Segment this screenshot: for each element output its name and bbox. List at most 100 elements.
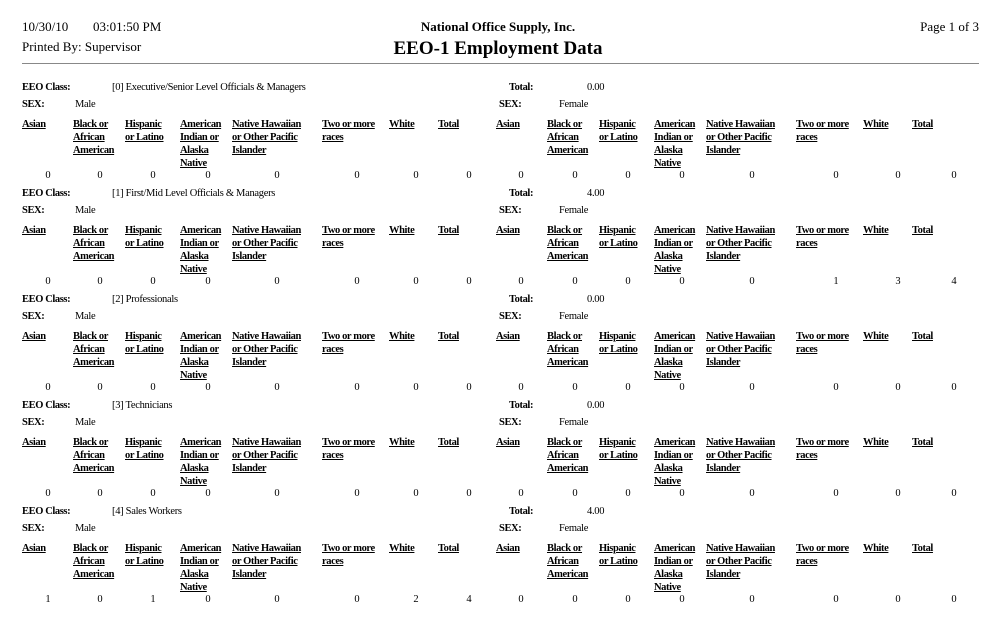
column-header-line: African — [73, 450, 105, 461]
sex-value-female: Female — [559, 417, 589, 428]
column-header-line: Native — [654, 158, 681, 169]
column-header-line: Hispanic — [599, 119, 636, 130]
column-header-line: Alaska — [654, 357, 683, 368]
female-count-value: 0 — [679, 170, 685, 181]
column-header-line: African — [547, 450, 579, 461]
printed-by: Printed By: Supervisor — [22, 39, 142, 54]
column-header-line: White — [389, 119, 415, 130]
column-header-line: Two or more — [796, 331, 849, 342]
column-header-line: or Latino — [599, 344, 638, 355]
sex-label: SEX: — [499, 99, 522, 110]
female-count-value: 0 — [749, 488, 755, 499]
female-count-value: 0 — [518, 488, 524, 499]
column-header: Total — [438, 224, 459, 237]
column-header-line: Indian or — [654, 556, 693, 567]
column-header: White — [863, 330, 889, 343]
report-title: EEO-1 Employment Data — [393, 38, 603, 59]
column-header-line: African — [73, 344, 105, 355]
sex-value-male: Male — [75, 311, 96, 322]
column-header-line: Total — [438, 437, 459, 448]
column-header: Native Hawaiian or Other Pacific Islander — [706, 224, 775, 263]
column-header-line: races — [796, 450, 818, 461]
female-count-value: 1 — [833, 276, 839, 287]
column-header-line: races — [322, 344, 344, 355]
column-header-line: Native — [180, 476, 207, 487]
column-header: Asian — [22, 118, 46, 131]
column-header-line: Two or more — [322, 437, 375, 448]
column-header-line: Black or — [73, 119, 109, 130]
column-header-line: or Latino — [599, 132, 638, 143]
column-header-line: American — [180, 331, 222, 342]
female-count-value: 0 — [749, 594, 755, 605]
column-header-line: Hispanic — [125, 119, 162, 130]
column-header-line: or Other Pacific — [706, 238, 772, 249]
column-header: Native Hawaiian or Other Pacific Islander — [232, 542, 301, 581]
column-header: Hispanic or Latino — [599, 542, 638, 568]
column-header-line: Total — [438, 225, 459, 236]
column-header: Two or more races — [796, 118, 849, 144]
column-header-line: Hispanic — [125, 437, 162, 448]
column-header-line: African — [547, 132, 579, 143]
column-header-line: Native — [654, 582, 681, 593]
column-header-line: Native Hawaiian — [232, 225, 301, 236]
male-count-value: 0 — [150, 382, 156, 393]
female-count-value: 0 — [572, 382, 578, 393]
male-count-value: 0 — [205, 276, 211, 287]
column-header: Two or more races — [796, 542, 849, 568]
column-header: Hispanic or Latino — [599, 118, 638, 144]
female-count-value: 0 — [749, 276, 755, 287]
male-count-value: 1 — [45, 594, 51, 605]
column-header: Asian — [496, 118, 520, 131]
column-header-line: or Latino — [599, 450, 638, 461]
column-header-line: Alaska — [654, 251, 683, 262]
column-header-line: Total — [912, 331, 933, 342]
column-header-line: African — [73, 238, 105, 249]
column-header-line: White — [863, 119, 889, 130]
column-header-line: Two or more — [322, 119, 375, 130]
column-header-line: Black or — [547, 543, 583, 554]
column-header-line: American — [180, 437, 222, 448]
column-header: Hispanic or Latino — [125, 118, 164, 144]
male-count-value: 0 — [274, 170, 280, 181]
male-count-value: 0 — [413, 276, 419, 287]
column-header: Hispanic or Latino — [599, 436, 638, 462]
column-header: Native Hawaiian or Other Pacific Islander — [706, 330, 775, 369]
column-header-line: White — [863, 225, 889, 236]
column-header-line: American — [73, 569, 115, 580]
column-header: Hispanic or Latino — [599, 224, 638, 250]
column-header-line: or Other Pacific — [232, 132, 298, 143]
female-count-value: 0 — [895, 382, 901, 393]
column-header-line: American — [73, 251, 115, 262]
male-count-value: 0 — [274, 382, 280, 393]
column-header-line: or Latino — [125, 556, 164, 567]
female-count-value: 0 — [749, 170, 755, 181]
column-header-line: races — [796, 238, 818, 249]
female-count-value: 3 — [895, 276, 901, 287]
sex-label: SEX: — [499, 523, 522, 534]
column-header: Hispanic or Latino — [125, 542, 164, 568]
sex-label: SEX: — [499, 417, 522, 428]
column-header: Black or African American — [73, 436, 115, 475]
column-header-line: American — [547, 251, 589, 262]
female-count-value: 0 — [518, 382, 524, 393]
column-header-line: Black or — [73, 331, 109, 342]
male-count-value: 0 — [205, 594, 211, 605]
column-header-line: Two or more — [796, 437, 849, 448]
column-header-line: White — [863, 543, 889, 554]
female-count-value: 0 — [951, 170, 957, 181]
male-count-value: 0 — [97, 170, 103, 181]
column-header-line: White — [389, 437, 415, 448]
column-header-line: Islander — [706, 569, 741, 580]
column-header: Native Hawaiian or Other Pacific Islander — [232, 224, 301, 263]
column-header: Total — [912, 118, 933, 131]
total-label: Total: — [509, 400, 534, 411]
column-header: Two or more races — [796, 224, 849, 250]
column-header-line: American — [547, 357, 589, 368]
column-header-line: Hispanic — [125, 225, 162, 236]
column-header-line: American — [73, 357, 115, 368]
column-header-line: Native — [654, 370, 681, 381]
column-header-line: Native Hawaiian — [706, 437, 775, 448]
column-header: Black or African American — [73, 118, 115, 157]
sex-label: SEX: — [499, 205, 522, 216]
